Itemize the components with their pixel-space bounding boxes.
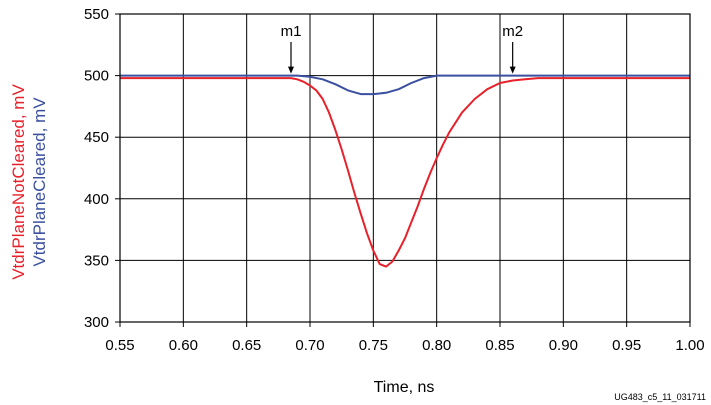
- figure-id: UG483_c5_11_031711: [614, 392, 706, 402]
- x-axis-ticks: 0.55 0.60 0.65 0.70 0.75 0.80 0.85 0.90 0.95 1.00: [105, 322, 705, 354]
- marker-arrowhead: [288, 66, 294, 74]
- x-tick-label: 0.65: [232, 337, 261, 354]
- y-axis-label-not-cleared: VtdrPlaneNotCleared, mV: [9, 84, 28, 280]
- y-tick-label: 300: [84, 314, 109, 331]
- y-tick-label: 500: [84, 68, 109, 85]
- marker-arrowhead: [509, 66, 516, 74]
- y-tick-label: 550: [84, 6, 109, 23]
- y-tick-label: 400: [84, 191, 109, 208]
- y-axis-label-cleared: VtdrPlaneCleared, mV: [30, 97, 49, 267]
- y-tick-label: 350: [84, 252, 109, 269]
- plot-border: [119, 13, 691, 323]
- series-line-1: [120, 77, 690, 268]
- x-tick-label: 0.75: [359, 337, 388, 354]
- series-lines: [120, 74, 690, 268]
- x-tick-label: 0.90: [549, 337, 578, 354]
- x-axis-label: Time, ns: [374, 379, 435, 396]
- marker-annotations: m1 m2: [281, 23, 523, 74]
- y-axis-ticks: 300 350 400 450 500 550: [84, 6, 120, 331]
- y-tick-label: 450: [84, 129, 109, 146]
- series-line-2: [120, 74, 690, 96]
- x-tick-label: 0.70: [295, 337, 324, 354]
- x-tick-label: 0.55: [105, 337, 134, 354]
- marker-label: m2: [502, 23, 523, 40]
- x-tick-label: 0.95: [612, 337, 641, 354]
- x-tick-label: 0.60: [169, 337, 198, 354]
- x-tick-label: 0.80: [422, 337, 451, 354]
- plot-frame: [119, 13, 691, 323]
- marker-label: m1: [281, 23, 302, 40]
- grid-lines: [119, 13, 691, 323]
- x-tick-label: 0.85: [485, 337, 514, 354]
- x-tick-label: 1.00: [675, 337, 704, 354]
